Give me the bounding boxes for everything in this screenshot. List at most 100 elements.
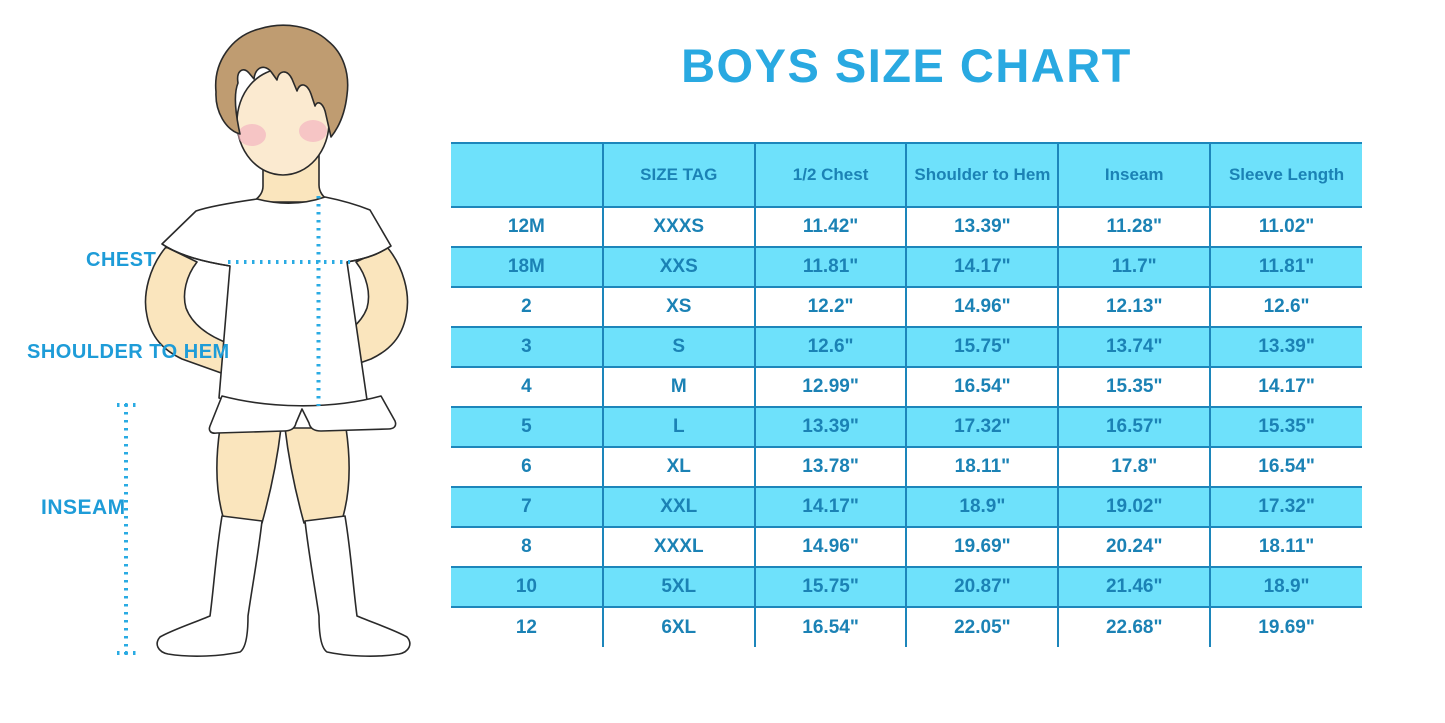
- measurement-cell: 12.6": [753, 326, 907, 368]
- measurement-cell: 20.87": [905, 566, 1059, 608]
- measurement-cell: 14.17": [1209, 367, 1362, 407]
- measurement-cell: 13.78": [753, 447, 907, 487]
- measurement-cell: 20.24": [1057, 527, 1211, 567]
- measurement-cell: 19.02": [1057, 486, 1211, 528]
- measurement-cell: 11.42": [753, 207, 907, 247]
- left-sock: [156, 515, 263, 657]
- column-header: Sleeve Length: [1209, 142, 1362, 208]
- inseam-label: INSEAM: [41, 496, 126, 519]
- measurement-cell: 13.74": [1057, 326, 1211, 368]
- page-title: BOYS SIZE CHART: [681, 39, 1132, 92]
- measurement-cell: 16.57": [1057, 406, 1211, 448]
- measurement-cell: 14.17": [905, 246, 1059, 288]
- measurement-cell: 5XL: [601, 566, 755, 608]
- measurement-cell: 16.54": [1209, 447, 1362, 487]
- measurement-cell: 15.75": [905, 326, 1059, 368]
- column-header: SIZE TAG: [601, 142, 755, 208]
- measurement-cell: 11.81": [1209, 246, 1362, 288]
- size-row: 4 M 12.99" 16.54" 15.35" 14.17": [451, 367, 1362, 407]
- measurement-cell: 22.05": [905, 607, 1059, 647]
- row-size-label: 12M: [507, 216, 545, 237]
- measurement-cell: 19.69": [905, 527, 1059, 567]
- measurement-cell: 14.96": [905, 287, 1059, 327]
- column-header: Inseam: [1057, 142, 1211, 208]
- measurement-cell: 16.54": [905, 367, 1059, 407]
- size-table-body: 12M XXXS 11.42" 13.39" 11.28" 11.02" 18M XXS 11.…: [451, 207, 1362, 647]
- size-row: 3 S 12.6" 15.75" 13.74" 13.39": [451, 326, 1362, 368]
- measurement-cell: 19.69": [1209, 607, 1362, 647]
- measurement-cell: 13.39": [753, 406, 907, 448]
- measurement-cell: 14.17": [753, 486, 907, 528]
- row-size-label: 6: [521, 456, 532, 477]
- measurement-cell: L: [601, 406, 755, 448]
- size-row: 10 5XL 15.75" 20.87" 21.46" 18.9": [451, 566, 1362, 608]
- measurement-cell: 18.9": [1209, 566, 1362, 608]
- row-size-label: 7: [451, 486, 603, 528]
- measurement-cell: XXXS: [601, 207, 755, 247]
- measurement-cell: XXL: [601, 486, 755, 528]
- size-row: 12M XXXS 11.42" 13.39" 11.28" 11.02": [451, 207, 1362, 247]
- measurement-cell: 15.75": [753, 566, 907, 608]
- left-sleeve-edge: [161, 243, 231, 267]
- boy-measurement-illustration: [117, 24, 411, 657]
- measurement-cell: XXXL: [601, 527, 755, 567]
- measurement-cell: S: [601, 326, 755, 368]
- measurement-cell: 12.13": [1057, 287, 1211, 327]
- shorts: [208, 395, 397, 434]
- row-size-label: 12: [515, 616, 537, 638]
- measurement-cell: 12.99": [753, 367, 907, 407]
- measurement-cell: 12.2": [753, 287, 907, 327]
- hair: [214, 24, 349, 138]
- right-leg: [284, 427, 350, 524]
- column-header: 1/2 Chest: [753, 142, 907, 208]
- measurement-cell: 11.28": [1057, 207, 1211, 247]
- row-size-label: 18M: [451, 246, 603, 288]
- left-leg: [216, 427, 282, 524]
- shoulder-to-hem-label: SHOULDER TO HEM: [27, 341, 230, 363]
- row-size-label: 2: [521, 296, 532, 317]
- measurement-cell: XS: [601, 287, 755, 327]
- chest-label: CHEST: [86, 249, 157, 271]
- measurement-cell: 11.81": [753, 246, 907, 288]
- measurement-cell: 21.46": [1057, 566, 1211, 608]
- size-row: 6 XL 13.78" 18.11" 17.8" 16.54": [451, 447, 1362, 487]
- measurement-cell: 14.96": [753, 527, 907, 567]
- measurement-cell: 17.32": [1209, 486, 1362, 528]
- measurement-cell: 17.8": [1057, 447, 1211, 487]
- right-sock: [304, 515, 411, 657]
- row-size-label: 10: [451, 566, 603, 608]
- size-row: 8 XXXL 14.96" 19.69" 20.24" 18.11": [451, 527, 1362, 567]
- measurement-cell: 13.39": [905, 207, 1059, 247]
- column-header: Shoulder to Hem: [905, 142, 1059, 208]
- size-table-header: SIZE TAG 1/2 Chest Shoulder to Hem Inseam Sl…: [451, 142, 1362, 208]
- measurement-cell: XXS: [601, 246, 755, 288]
- size-row: 7 XXL 14.17" 18.9" 19.02" 17.32": [451, 486, 1362, 528]
- size-row: 12 6XL 16.54" 22.05" 22.68" 19.69": [451, 607, 1362, 647]
- right-cheek-blush: [299, 120, 327, 142]
- measurement-cell: 17.32": [905, 406, 1059, 448]
- measurement-cell: 22.68": [1057, 607, 1211, 647]
- size-row: 2 XS 12.2" 14.96" 12.13" 12.6": [451, 287, 1362, 327]
- row-size-label: 3: [451, 326, 603, 368]
- measurement-cell: M: [601, 367, 755, 407]
- measurement-cell: 16.54": [753, 607, 907, 647]
- measurement-cell: 6XL: [601, 607, 755, 647]
- t-shirt: [161, 196, 392, 409]
- size-table: SIZE TAG 1/2 Chest Shoulder to Hem Inseam Sl…: [451, 142, 1362, 647]
- measurement-cell: 11.02": [1209, 207, 1362, 247]
- right-sleeve-edge: [346, 245, 392, 263]
- measurement-cell: XL: [601, 447, 755, 487]
- corner-header-cell: [451, 142, 603, 208]
- measurement-cell: 11.7": [1057, 246, 1211, 288]
- measurement-cell: 18.11": [1209, 527, 1362, 567]
- measurement-cell: 12.6": [1209, 287, 1362, 327]
- left-cheek-blush: [238, 124, 266, 146]
- row-size-label: 5: [451, 406, 603, 448]
- row-size-label: 4: [521, 376, 532, 397]
- size-row: 5 L 13.39" 17.32" 16.57" 15.35": [451, 406, 1362, 448]
- size-row: 18M XXS 11.81" 14.17" 11.7" 11.81": [451, 246, 1362, 288]
- measurement-cell: 15.35": [1057, 367, 1211, 407]
- row-size-label: 8: [521, 536, 532, 557]
- measurement-cell: 18.9": [905, 486, 1059, 528]
